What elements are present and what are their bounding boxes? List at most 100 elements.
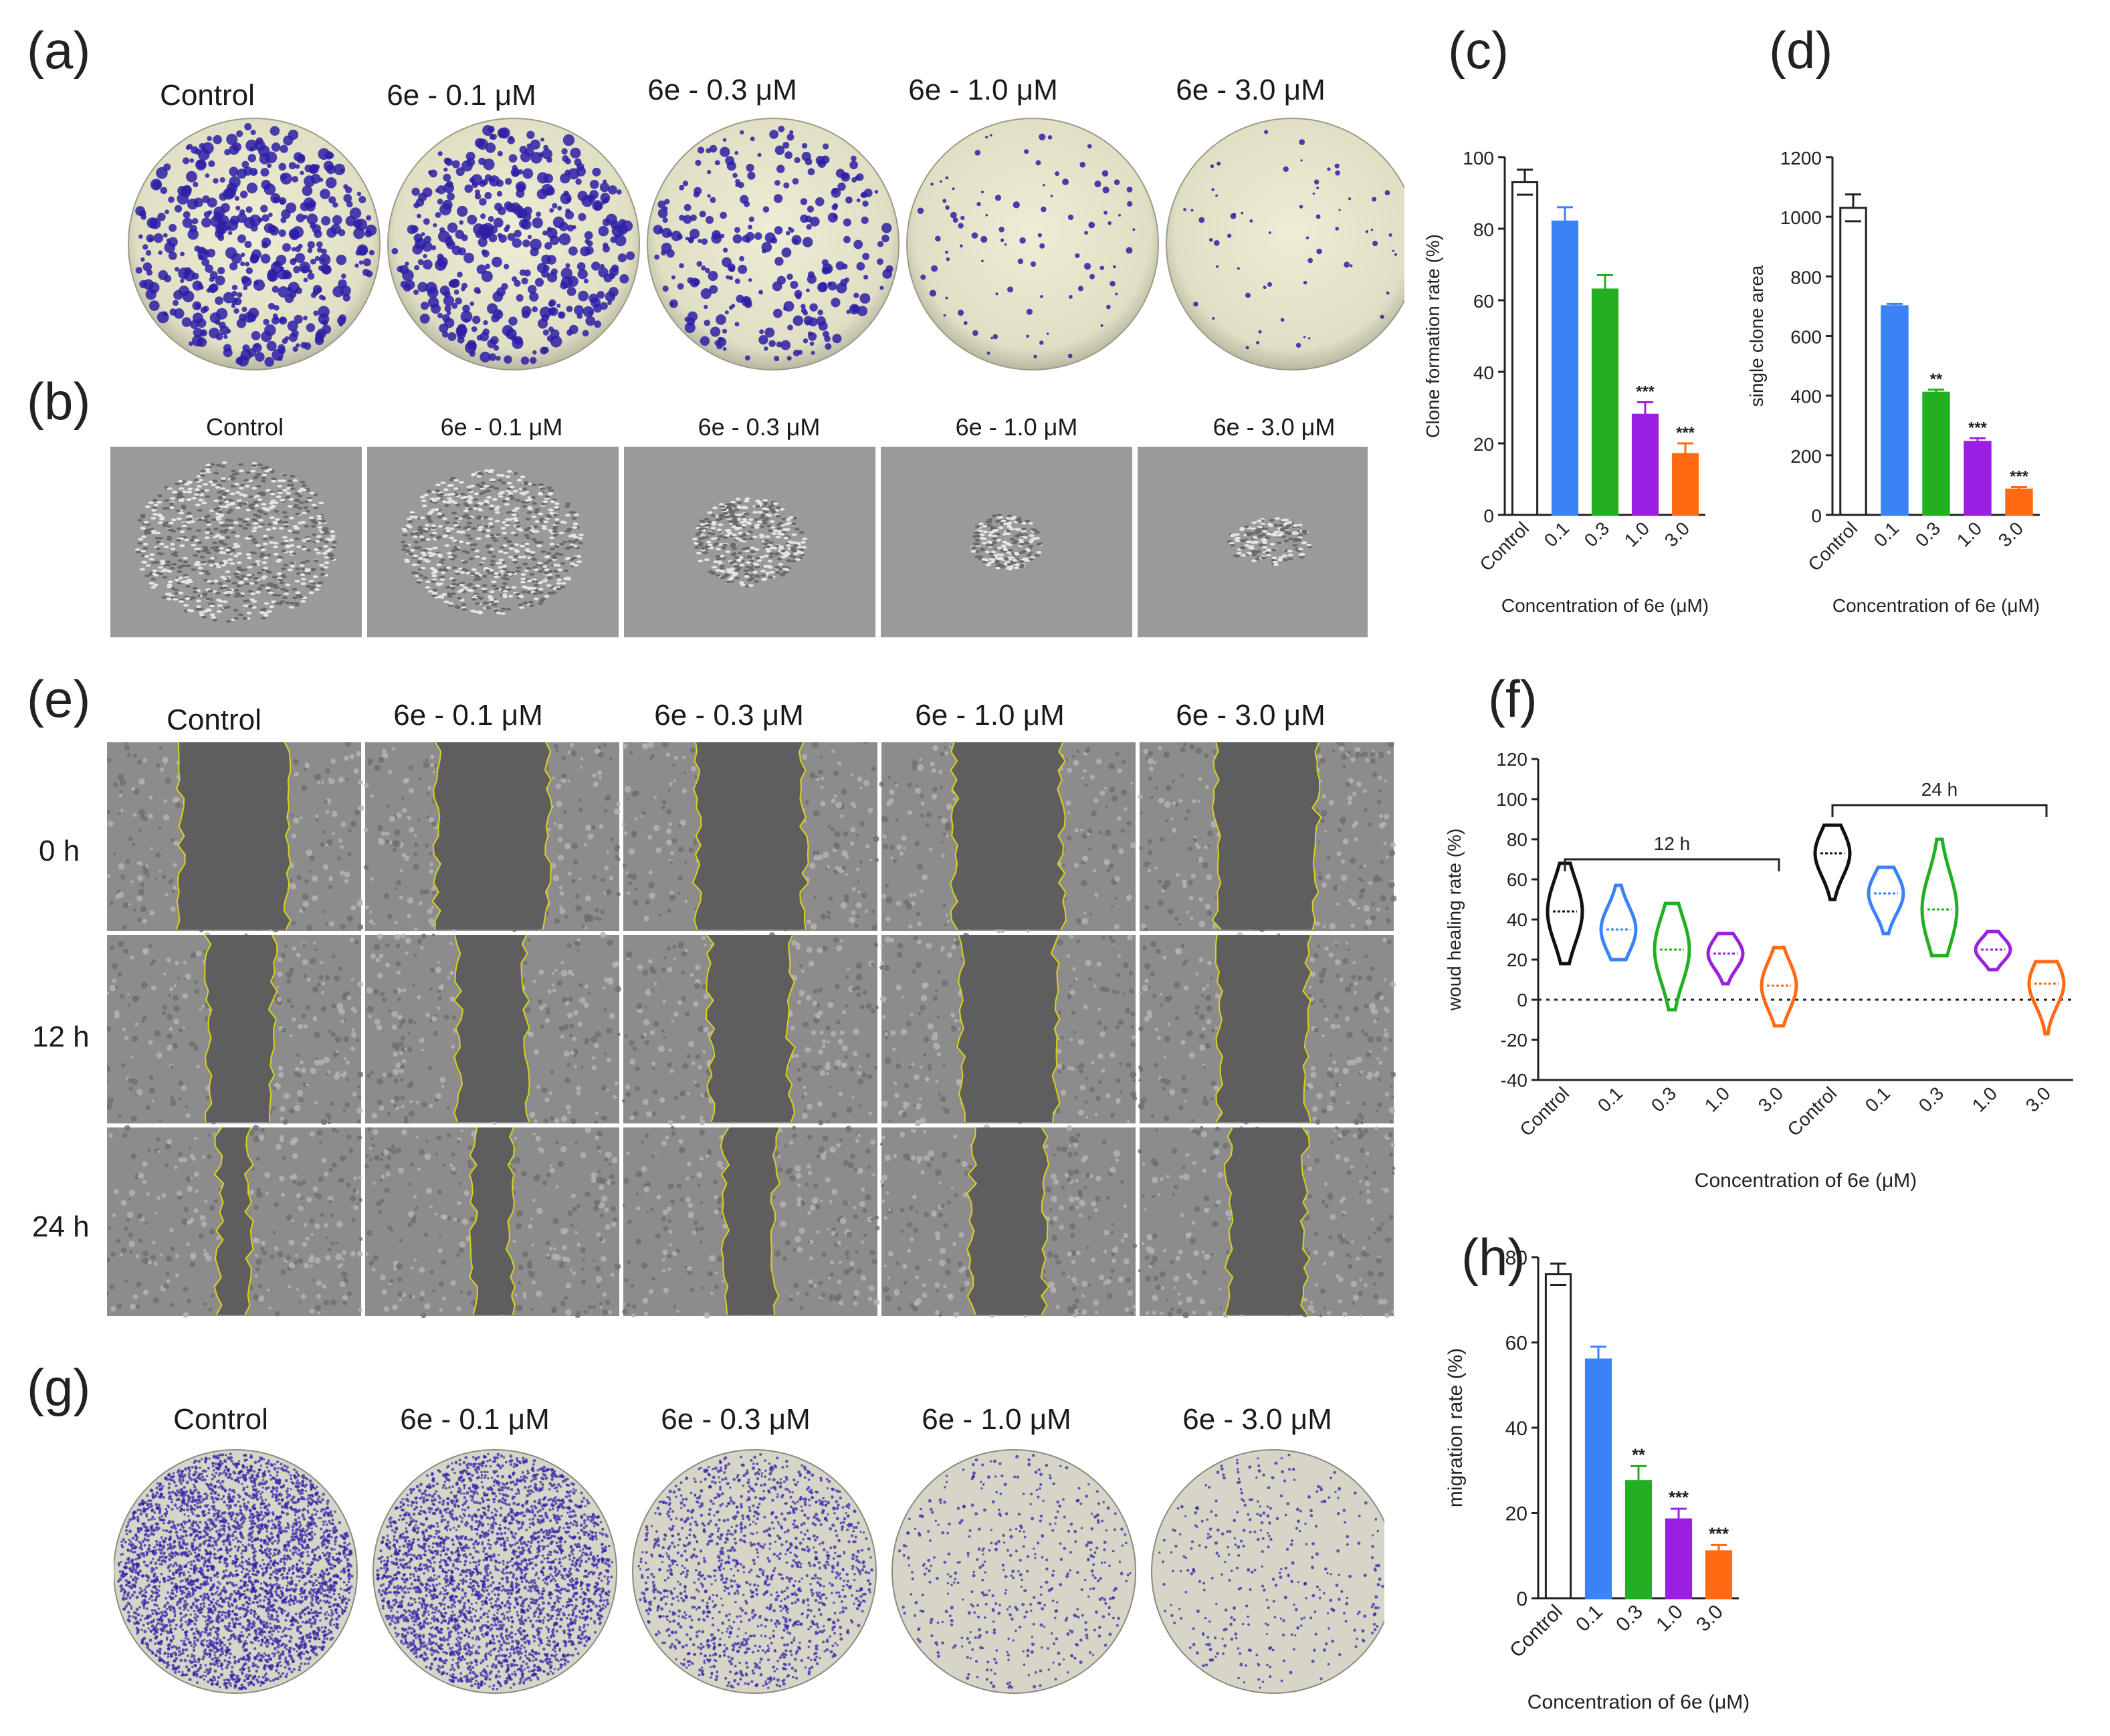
significance-label: **: [1632, 1446, 1645, 1464]
g-label-30: 6e - 3.0 μM: [1182, 1403, 1332, 1436]
x-axis-label: Concentration of 6e (μM): [1527, 1691, 1750, 1713]
y-tick-label: 0: [1516, 1588, 1527, 1610]
transwell-dish: [1151, 1449, 1384, 1694]
wound-tile: [1138, 932, 1396, 1125]
colony-micrograph: [110, 447, 362, 637]
panel-letter-e: (e): [27, 669, 91, 728]
y-tick-label: 200: [1790, 446, 1822, 467]
bar: [1631, 413, 1659, 516]
colony-dish: [387, 118, 640, 370]
x-tick-label: 0.3: [1580, 518, 1613, 550]
chart-c: 0 20 40 60 80 100 Control 0.1 0.3 *** 1.0 *** 3.0 Con…: [1422, 148, 1709, 616]
x-tick-label: 0.3: [1915, 1083, 1947, 1115]
bar: [1964, 441, 1992, 516]
group-bracket: [1831, 804, 2048, 817]
x-tick-label: 0.1: [1572, 1601, 1607, 1636]
wound-tile: [107, 742, 364, 933]
colony-micrograph: [881, 447, 1132, 637]
y-tick-label: 20: [1473, 434, 1494, 455]
bar: [1881, 305, 1909, 516]
wound-tile: [1138, 742, 1397, 933]
colony-micrographs: [110, 447, 1368, 637]
panel-letter-a: (a): [27, 21, 91, 80]
bar: [1591, 288, 1619, 516]
bar: [1551, 220, 1579, 516]
violin: [1813, 823, 1852, 901]
g-label-10: 6e - 1.0 μM: [922, 1403, 1071, 1436]
time-label-24h: 24 h: [32, 1210, 90, 1243]
violin: [1974, 930, 2012, 972]
violin: [2027, 960, 2066, 1036]
x-tick-label: 1.0: [1620, 518, 1653, 550]
y-axis-label: Clone formation rate (%): [1422, 234, 1443, 438]
chart-f: -40 -20 0 20 40 60 80 100 120 Control 0.1 0.3 1.0 3.0…: [1444, 749, 2073, 1192]
violin: [1599, 883, 1638, 962]
violin: [1867, 865, 1905, 936]
bar: [1584, 1358, 1612, 1600]
x-tick-label: 1.0: [1652, 1601, 1687, 1636]
y-tick-label: 1200: [1780, 148, 1822, 169]
transwell-dish: [891, 1449, 1136, 1694]
violin: [1653, 901, 1691, 1012]
significance-label: ***: [2010, 468, 2029, 486]
wound-tile: [107, 932, 364, 1125]
wound-tile: [107, 1125, 363, 1318]
y-tick-label: 1000: [1780, 207, 1822, 228]
y-tick-label: 400: [1790, 387, 1822, 407]
panel-letter-g: (g): [27, 1358, 91, 1417]
significance-label: ***: [1709, 1525, 1729, 1543]
x-tick-label: Control: [1515, 1083, 1573, 1140]
time-label-12h: 12 h: [32, 1020, 90, 1053]
y-tick-label: 600: [1790, 327, 1822, 348]
y-tick-label: 80: [1473, 219, 1494, 240]
colony-micrograph: [1138, 447, 1368, 637]
b-label-30: 6e - 3.0 μM: [1212, 413, 1336, 441]
wound-tile: [621, 932, 879, 1125]
y-tick-label: 60: [1505, 1333, 1527, 1355]
a-label-03: 6e - 0.3 μM: [647, 74, 797, 106]
time-label-0h: 0 h: [39, 835, 80, 867]
y-tick-label: 40: [1507, 909, 1527, 930]
significance-label: ***: [1636, 383, 1655, 401]
e-label-30: 6e - 3.0 μM: [1176, 699, 1326, 732]
significance-label: **: [1930, 370, 1943, 389]
panel-letter-d: (d): [1769, 21, 1833, 80]
wound-grid: [107, 742, 1397, 1319]
b-label-control: Control: [205, 413, 284, 441]
group-bracket: [1564, 858, 1780, 871]
y-tick-label: 40: [1473, 362, 1494, 383]
y-tick-label: 20: [1505, 1503, 1527, 1525]
y-tick-label: -20: [1501, 1030, 1527, 1051]
wound-tile: [1138, 1125, 1396, 1319]
e-label-01: 6e - 0.1 μM: [393, 699, 543, 732]
y-tick-label: 100: [1463, 148, 1494, 169]
x-tick-label: Control: [1783, 1083, 1840, 1140]
transwell-dish: [373, 1449, 617, 1694]
wound-tile: [621, 742, 879, 932]
x-tick-label: 3.0: [1692, 1601, 1727, 1636]
bar: [1544, 1273, 1572, 1600]
transwell-dish: [114, 1449, 358, 1694]
wound-tile: [879, 932, 1138, 1127]
violin: [1706, 932, 1745, 986]
x-tick-label: 0.1: [1861, 1083, 1894, 1115]
x-axis-label: Concentration of 6e (μM): [1501, 595, 1709, 616]
group-label: 24 h: [1921, 779, 1958, 800]
y-tick-label: 80: [1507, 829, 1527, 850]
wound-tile: [879, 742, 1136, 934]
g-label-03: 6e - 0.3 μM: [661, 1403, 811, 1436]
a-label-control: Control: [160, 79, 255, 112]
y-tick-label: 120: [1496, 749, 1527, 770]
a-label-10: 6e - 1.0 μM: [908, 74, 1058, 106]
e-label-10: 6e - 1.0 μM: [915, 699, 1065, 732]
panel-letter-c: (c): [1448, 21, 1509, 80]
a-label-30: 6e - 3.0 μM: [1176, 74, 1326, 106]
group-label: 12 h: [1654, 833, 1691, 854]
colony-dish: [906, 118, 1159, 370]
x-axis-label: Concentration of 6e (μM): [1832, 595, 2040, 616]
x-tick-label: 0.1: [1594, 1083, 1626, 1115]
bar: [1922, 391, 1950, 516]
chart-d: 0 200 400 600 800 1000 1200 Control 0.1 ** 0.3 *** 1…: [1746, 148, 2040, 616]
bar: [1624, 1480, 1653, 1600]
significance-label: ***: [1968, 419, 1988, 437]
